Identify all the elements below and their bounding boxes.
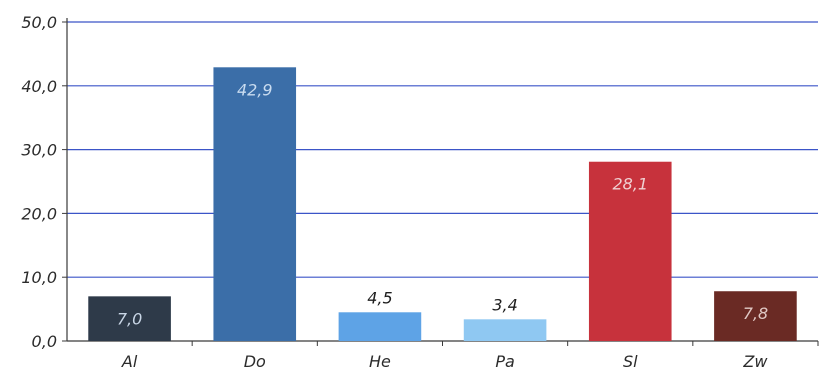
labels: 0,0 10,0 20,0 30,0 40,0 50,0 Al 7,0 Do 42,9 He 4,5 P…	[21, 13, 768, 371]
data-label-al: 7,0	[117, 309, 142, 328]
axes	[62, 18, 819, 346]
x-tick-label: Al	[121, 352, 138, 371]
x-tick-label: Do	[244, 352, 266, 371]
bar-sl	[588, 161, 672, 341]
y-tick-label: 50,0	[21, 13, 57, 32]
y-tick-label: 20,0	[21, 204, 57, 223]
y-tick-label: 40,0	[21, 77, 57, 96]
data-label-zw: 7,8	[743, 304, 768, 323]
bar-he	[338, 312, 422, 341]
data-label-pa: 3,4	[492, 295, 517, 314]
x-tick-label: He	[369, 352, 391, 371]
data-label-sl: 28,1	[612, 175, 648, 194]
data-label-he: 4,5	[367, 288, 392, 307]
bar-al	[88, 296, 171, 341]
data-label-do: 42,9	[237, 80, 273, 99]
gridlines	[67, 21, 818, 278]
bars	[88, 67, 797, 341]
y-tick-label: 30,0	[21, 141, 57, 160]
bar-do	[213, 67, 297, 341]
y-tick-label: 0,0	[32, 332, 57, 351]
bar-zw	[714, 291, 797, 341]
x-tick-label: Sl	[623, 352, 638, 371]
bar-pa	[463, 319, 547, 341]
x-tick-label: Zw	[742, 352, 768, 371]
x-tick-label: Pa	[495, 352, 514, 371]
y-tick-label: 10,0	[21, 268, 57, 287]
